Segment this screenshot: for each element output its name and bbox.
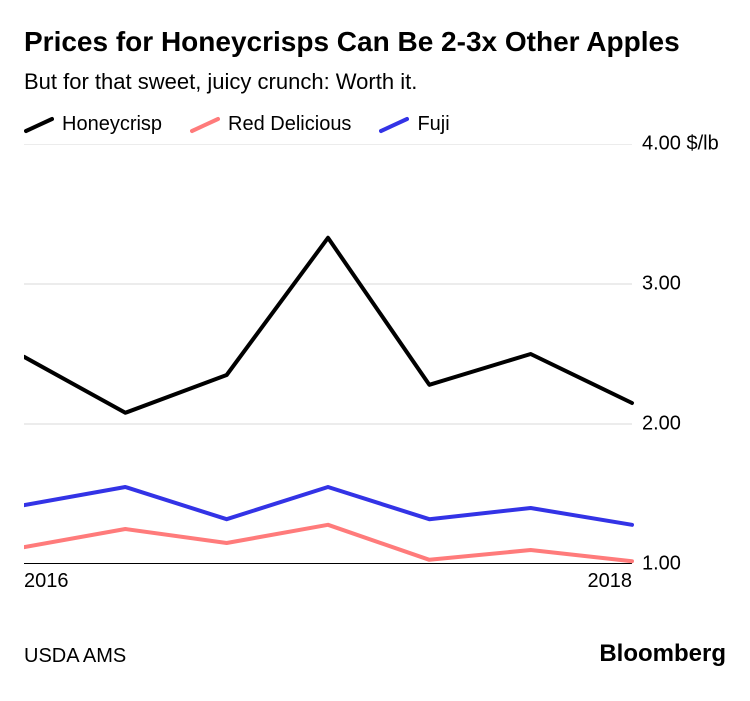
source-text: USDA AMS — [24, 645, 126, 668]
legend-swatch-icon — [190, 115, 220, 135]
x-tick-label: 2016 — [24, 570, 69, 593]
legend-label: Red Delicious — [228, 113, 351, 136]
legend-item: Honeycrisp — [24, 113, 162, 136]
series-line — [24, 525, 632, 561]
x-axis-labels: 2016 2018 — [24, 570, 632, 598]
chart-area: 4.00 $/lb3.002.001.00 — [24, 144, 726, 564]
legend-swatch-icon — [379, 115, 409, 135]
y-tick-label: 3.00 — [632, 273, 681, 296]
y-tick-label: 4.00 $/lb — [632, 133, 719, 156]
legend-item: Red Delicious — [190, 113, 351, 136]
series-line — [24, 238, 632, 413]
line-chart-svg — [24, 144, 726, 564]
series-line — [24, 487, 632, 525]
legend: Honeycrisp Red Delicious Fuji — [24, 113, 726, 136]
y-tick-label: 2.00 — [632, 413, 681, 436]
legend-label: Honeycrisp — [62, 113, 162, 136]
chart-title: Prices for Honeycrisps Can Be 2-3x Other… — [24, 24, 726, 59]
y-tick-label: 1.00 — [632, 553, 681, 576]
y-axis-labels: 4.00 $/lb3.002.001.00 — [632, 144, 726, 564]
x-tick-label: 2018 — [588, 570, 633, 593]
legend-swatch-icon — [24, 115, 54, 135]
legend-label: Fuji — [417, 113, 449, 136]
legend-item: Fuji — [379, 113, 449, 136]
brand-text: Bloomberg — [599, 640, 726, 668]
chart-subtitle: But for that sweet, juicy crunch: Worth … — [24, 69, 726, 95]
